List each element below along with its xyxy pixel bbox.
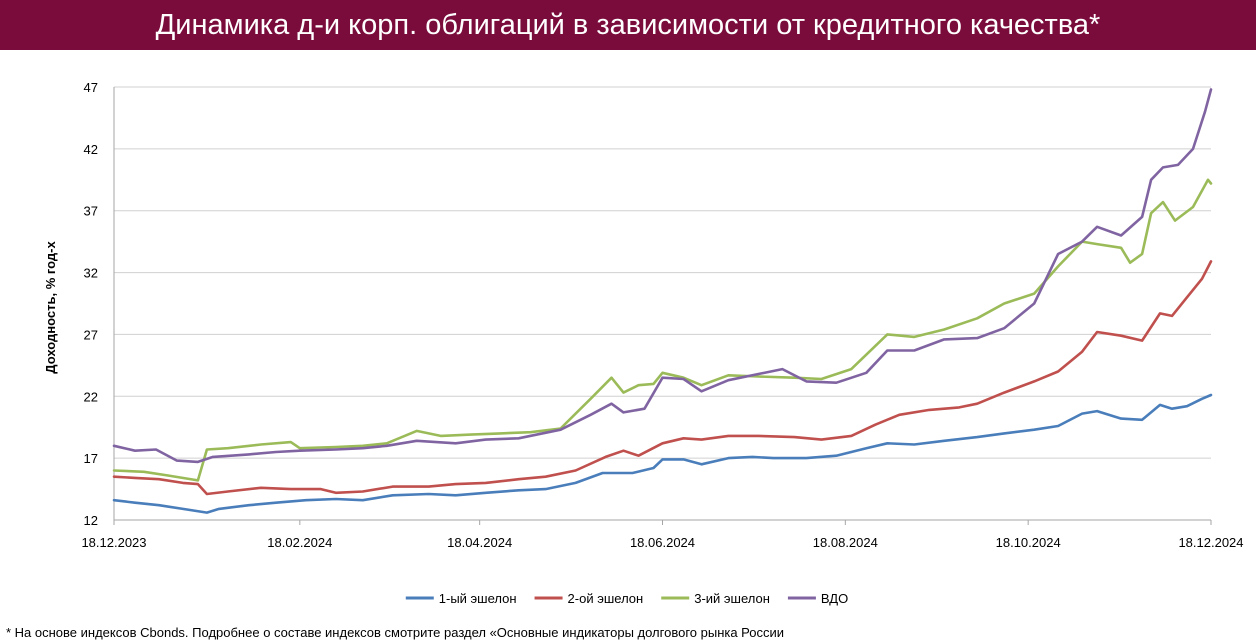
series-line — [112, 178, 1213, 482]
legend-label: 1-ый эшелон — [439, 591, 517, 606]
y-tick-label: 32 — [84, 266, 98, 281]
x-tick-label: 18.06.2024 — [630, 535, 695, 550]
y-tick-label: 22 — [84, 389, 98, 404]
x-tick-label: 18.08.2024 — [813, 535, 878, 550]
legend: 1-ый эшелон 2-ой эшелон 3-ий эшелон ВДО — [405, 591, 848, 606]
y-tick-label: 42 — [84, 142, 98, 157]
legend-label: 2-ой эшелон — [568, 591, 644, 606]
axes: 12 17 22 27 32 37 42 47 18.12.2023 18.02.2024 18.0… — [43, 80, 1244, 550]
y-tick-label: 12 — [84, 513, 98, 528]
legend-label: ВДО — [821, 591, 848, 606]
line-chart: 12 17 22 27 32 37 42 47 18.12.2023 18.02.2024 18.0… — [43, 80, 1244, 606]
legend-label: 3-ий эшелон — [694, 591, 770, 606]
y-axis-label: Доходность, % год-х — [43, 241, 58, 374]
footnote: * На основе индексов Cbonds. Подробнее о… — [6, 625, 785, 640]
y-tick-label: 47 — [84, 80, 98, 95]
x-tick-label: 18.10.2024 — [996, 535, 1061, 550]
series-line — [112, 393, 1213, 514]
x-tick-label: 18.04.2024 — [447, 535, 512, 550]
series-lines — [112, 88, 1213, 514]
x-tick-label: 18.12.2024 — [1178, 535, 1243, 550]
gridlines — [114, 86, 1211, 459]
chart-title: Динамика д-и корп. облигаций в зависимос… — [0, 0, 1256, 50]
x-tick-label: 18.02.2024 — [267, 535, 332, 550]
series-line — [112, 260, 1213, 496]
y-tick-label: 17 — [84, 451, 98, 466]
series-line — [112, 88, 1213, 464]
y-tick-label: 37 — [84, 204, 98, 219]
x-tick-label: 18.12.2023 — [81, 535, 146, 550]
y-tick-label: 27 — [84, 327, 98, 342]
